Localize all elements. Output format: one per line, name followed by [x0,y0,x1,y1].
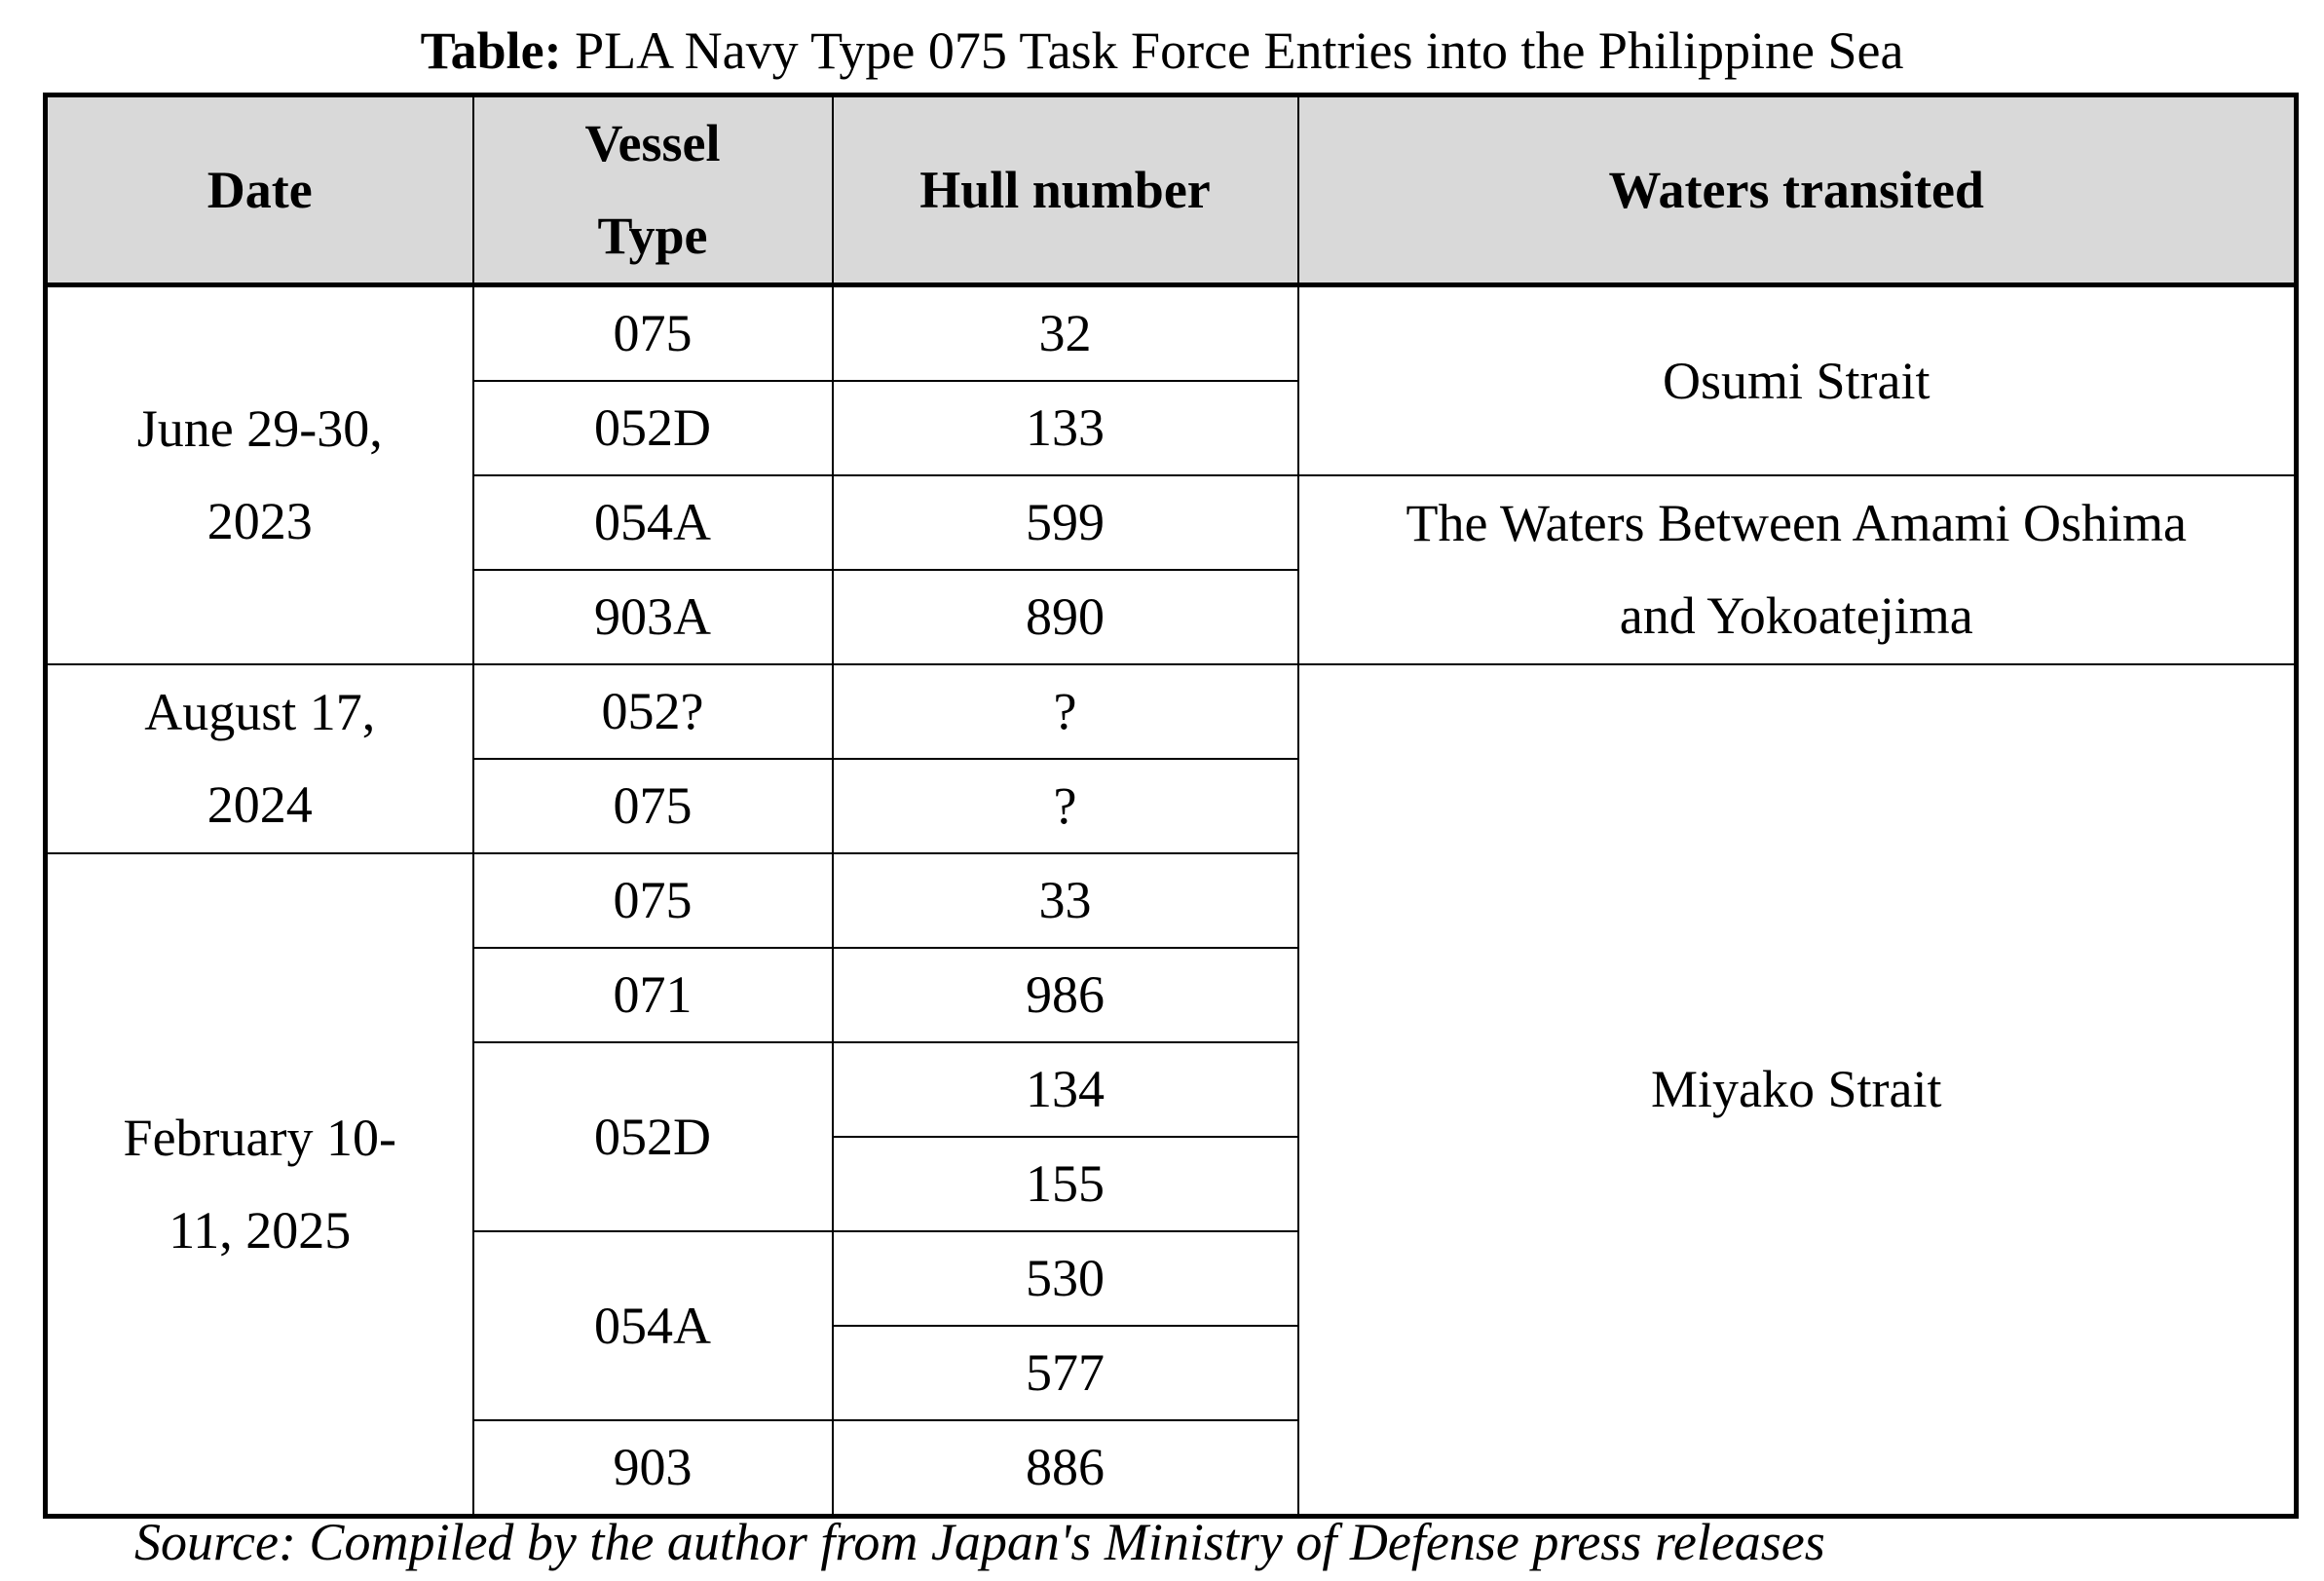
hull-cell: ? [831,663,1299,760]
table-row: 903A 890 [46,569,2297,665]
table-row: 054A 599 The Waters Between Amami Oshima… [46,474,2298,665]
vessel-type-cell: 075 [471,758,834,854]
table-row: August 17, 2024 052? ? Miyako Strait [44,663,2298,1518]
waters-cell: Osumi Strait [1296,283,2298,476]
hull-cell: 134 [831,1041,1299,1138]
table-row: 577 [46,1325,2297,1421]
hull-cell: 33 [831,852,1299,949]
hull-cell: 155 [831,1136,1299,1232]
source-note: Source: Compiled by the author from Japa… [134,1513,1825,1571]
table-row: 071 986 [46,947,2297,1043]
hull-cell: 577 [831,1325,1299,1421]
header-date: Date [44,94,474,287]
header-hull-number: Hull number [831,94,1299,287]
table-row: 903 886 [46,1419,2297,1518]
header-row: Date Vessel Type Hull number Waters tran… [44,94,2298,287]
table-title: Table: PLA Navy Type 075 Task Force Entr… [0,12,2324,90]
hull-cell: 890 [831,569,1299,665]
vessel-type-cell: 903 [471,1419,834,1518]
vessel-type-cell: 052? [471,663,834,760]
hull-cell: 599 [831,474,1299,571]
table-row: 052D 133 [46,380,2297,476]
date-cell: February 10- 11, 2025 [44,852,474,1518]
hull-cell: 530 [831,1230,1299,1327]
waters-cell: The Waters Between Amami Oshima and Yoko… [1296,474,2298,665]
hull-cell: 886 [831,1419,1299,1518]
header-vessel-type: Vessel Type [471,94,834,287]
table-row: 075 ? [46,758,2297,854]
hull-cell: ? [831,758,1299,854]
table-row: June 29-30, 2023 075 32 Osumi Strait [44,283,2298,665]
header-waters: Waters transited [1296,94,2298,287]
hull-cell: 986 [831,947,1299,1043]
vessel-type-cell: 052D [471,380,834,476]
vessel-type-cell: 903A [471,569,834,665]
table-row: 155 [46,1136,2297,1232]
hull-cell: 133 [831,380,1299,476]
date-cell: June 29-30, 2023 [44,283,474,665]
task-force-table: Date Vessel Type Hull number Waters tran… [43,93,2299,1519]
vessel-type-cell: 054A [471,474,834,571]
vessel-type-cell: 054A [471,1230,834,1421]
table-row: 054A 530 [46,1230,2297,1421]
vessel-type-cell: 071 [471,947,834,1043]
vessel-type-cell: 075 [471,283,834,382]
waters-cell: Miyako Strait [1296,663,2298,1518]
title-prefix: Table: [420,21,562,80]
date-cell: August 17, 2024 [44,663,474,854]
table-row: February 10- 11, 2025 075 33 [44,852,2297,1518]
vessel-type-cell: 075 [471,852,834,949]
table-row: 052D 134 [46,1041,2297,1232]
hull-cell: 32 [831,283,1299,382]
vessel-type-cell: 052D [471,1041,834,1232]
title-text: PLA Navy Type 075 Task Force Entries int… [561,21,1904,80]
